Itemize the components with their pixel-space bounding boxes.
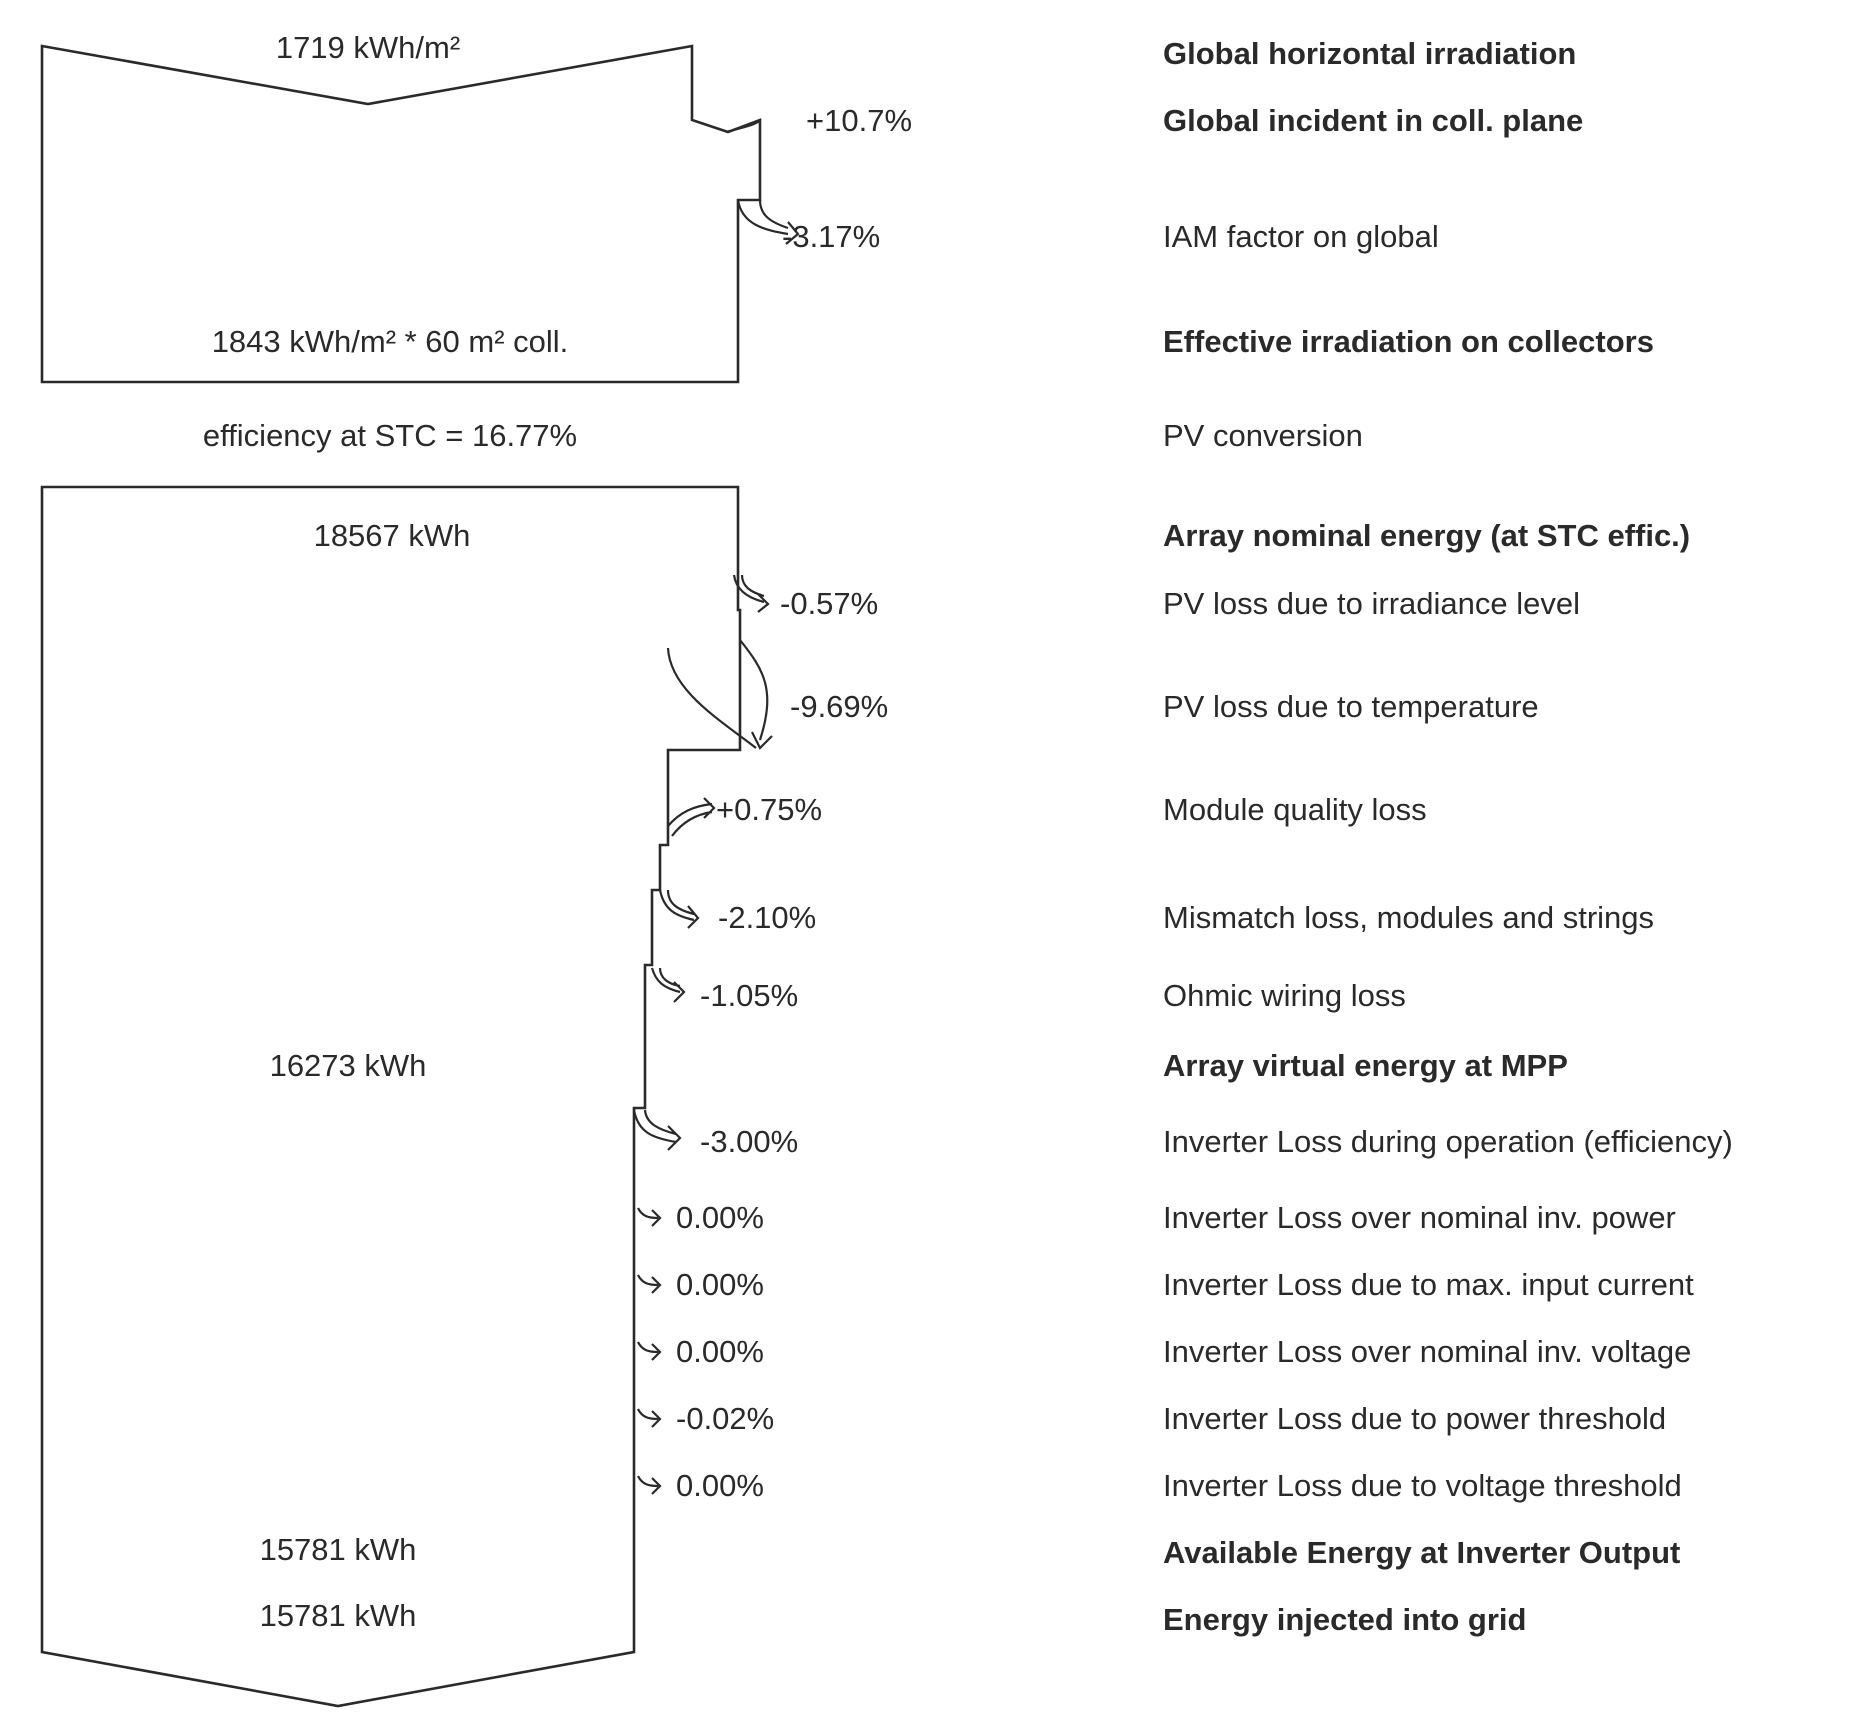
step-label: Array nominal energy (at STC effic.)	[1163, 518, 1690, 553]
arrow-temperature-loss	[666, 639, 773, 750]
step-label: Inverter Loss due to max. input current	[1163, 1267, 1694, 1302]
arrow-inverter-voltage-loss	[637, 1341, 662, 1361]
injected-energy-value: 15781 kWh	[260, 1598, 417, 1633]
step-percent: -0.57%	[780, 586, 878, 621]
step-label: PV loss due to temperature	[1163, 689, 1539, 724]
step-label: Global incident in coll. plane	[1163, 103, 1583, 138]
step-label: Inverter Loss over nominal inv. voltage	[1163, 1334, 1691, 1369]
effective-irradiation-value: 1843 kWh/m² * 60 m² coll.	[212, 324, 569, 359]
step-percent: 0.00%	[676, 1468, 764, 1503]
step-labels: Global horizontal irradiation Global inci…	[1163, 36, 1733, 1637]
step-percent: -3.17%	[782, 219, 880, 254]
step-percent: -2.10%	[718, 900, 816, 935]
step-percent: +10.7%	[806, 103, 912, 138]
arrow-inverter-current-loss	[637, 1274, 662, 1294]
arrow-ohmic-loss	[650, 967, 686, 1003]
stc-efficiency-text: efficiency at STC = 16.77%	[203, 418, 577, 453]
step-label: Inverter Loss during operation (efficien…	[1163, 1124, 1733, 1159]
step-percent: -1.05%	[700, 978, 798, 1013]
step-label: Inverter Loss due to voltage threshold	[1163, 1468, 1682, 1503]
step-label: Available Energy at Inverter Output	[1163, 1535, 1680, 1570]
arrow-inverter-power-loss	[637, 1207, 662, 1227]
step-label: Energy injected into grid	[1163, 1602, 1526, 1637]
step-label: Array virtual energy at MPP	[1163, 1048, 1568, 1083]
step-percent: 0.00%	[676, 1200, 764, 1235]
step-percent: -9.69%	[790, 689, 888, 724]
percent-annotations: +10.7% -3.17% -0.57% -9.69% +0.75% -2.10% -1.0…	[676, 103, 912, 1503]
arrow-voltage-threshold-loss	[637, 1475, 662, 1495]
step-percent: +0.75%	[716, 792, 822, 827]
step-label: Mismatch loss, modules and strings	[1163, 900, 1654, 935]
arrow-module-quality-gain	[667, 797, 716, 837]
step-percent: 0.00%	[676, 1267, 764, 1302]
step-percent: -3.00%	[700, 1124, 798, 1159]
input-irradiation-value: 1719 kWh/m²	[276, 30, 460, 65]
available-energy-value: 15781 kWh	[260, 1532, 417, 1567]
step-label: Ohmic wiring loss	[1163, 978, 1406, 1013]
step-label: Global horizontal irradiation	[1163, 36, 1576, 71]
arrow-incident-gain	[725, 119, 761, 134]
step-label: Inverter Loss over nominal inv. power	[1163, 1200, 1676, 1235]
arrow-irradiance-loss	[732, 574, 770, 613]
step-label: Inverter Loss due to power threshold	[1163, 1401, 1666, 1436]
virtual-energy-value: 16273 kWh	[270, 1048, 427, 1083]
arrow-mismatch-loss	[658, 889, 700, 929]
step-label: IAM factor on global	[1163, 219, 1439, 254]
step-label: PV loss due to irradiance level	[1163, 586, 1580, 621]
step-label: PV conversion	[1163, 418, 1363, 453]
arrow-power-threshold-loss	[637, 1408, 662, 1428]
step-label: Module quality loss	[1163, 792, 1427, 827]
nominal-energy-value: 18567 kWh	[314, 518, 471, 553]
step-percent: -0.02%	[676, 1401, 774, 1436]
step-percent: 0.00%	[676, 1334, 764, 1369]
arrow-iam-loss	[736, 199, 800, 245]
step-label: Effective irradiation on collectors	[1163, 324, 1654, 359]
loss-arrows	[632, 119, 800, 1495]
arrow-inverter-efficiency-loss	[632, 1109, 682, 1151]
energy-flow-outline	[40, 485, 742, 1708]
